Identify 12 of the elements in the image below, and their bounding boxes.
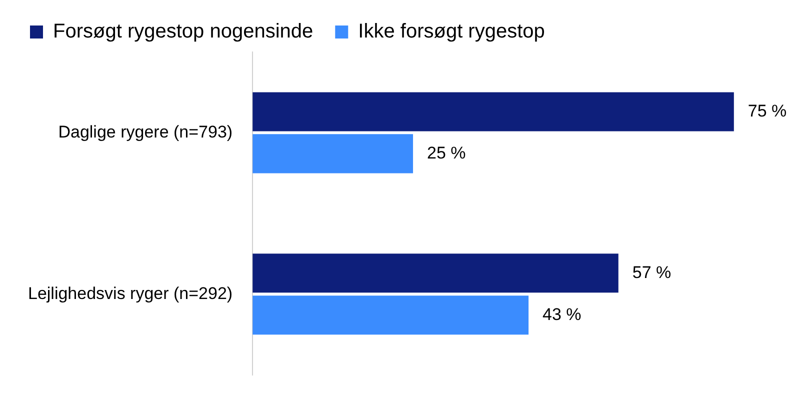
bar bbox=[252, 92, 734, 132]
y-tick-label: Daglige rygere (n=793) bbox=[58, 122, 233, 142]
legend-label: Forsøgt rygestop nogensinde bbox=[53, 20, 314, 43]
data-label: 75 % bbox=[748, 101, 787, 120]
data-label: 57 % bbox=[632, 262, 672, 282]
y-tick-label: Lejlighedsvis ryger (n=292) bbox=[28, 284, 233, 303]
bar bbox=[252, 254, 618, 293]
data-label: 25 % bbox=[427, 143, 466, 162]
bar bbox=[252, 296, 529, 335]
data-label: 43 % bbox=[542, 304, 582, 324]
legend-label: Ikke forsøgt rygestop bbox=[358, 20, 545, 43]
bar bbox=[252, 134, 414, 174]
